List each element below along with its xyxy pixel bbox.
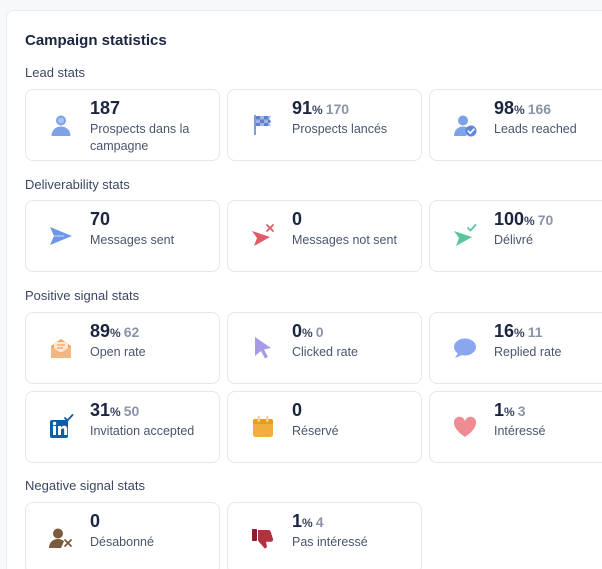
card-sent-value: 70 [90, 209, 111, 229]
card-reserve-label: Réservé [292, 424, 339, 438]
section-title-positive: Positive signal stats [25, 288, 140, 303]
card-replied-rate: 16% 11 Replied rate [429, 312, 602, 384]
card-not-interested-value: 1% 4 [292, 511, 324, 531]
user-remove-icon [48, 525, 74, 551]
card-delivered-value: 100% 70 [494, 209, 554, 229]
card-not-sent-value: 0 [292, 209, 303, 229]
card-not-sent-label: Messages not sent [292, 233, 397, 247]
card-reserve: 0 Réservé [227, 391, 422, 463]
card-invitation-accepted: 31% 50 Invitation accepted [25, 391, 220, 463]
section-title-deliverability: Deliverability stats [25, 177, 130, 192]
card-open-rate-label: Open rate [90, 345, 146, 359]
thumbs-down-icon [250, 525, 276, 551]
open-mail-icon [48, 335, 74, 361]
card-open-rate-value: 89% 62 [90, 321, 140, 341]
card-prospects-value: 187 [90, 98, 121, 118]
send-icon [48, 223, 74, 249]
card-clicked-rate: 0% 0 Clicked rate [227, 312, 422, 384]
flag-icon [250, 112, 276, 138]
card-unsubscribed: 0 Désabonné [25, 502, 220, 569]
page-title: Campaign statistics [25, 32, 167, 49]
card-clicked-rate-value: 0% 0 [292, 321, 324, 341]
send-failed-icon [250, 223, 276, 249]
card-interested-label: Intéressé [494, 424, 546, 438]
card-unsubscribed-value: 0 [90, 511, 101, 531]
cursor-icon [250, 335, 276, 361]
card-replied-rate-label: Replied rate [494, 345, 562, 359]
card-not-interested: 1% 4 Pas intéressé [227, 502, 422, 569]
card-reached: 98% 166 Leads reached [429, 89, 602, 161]
card-unsubscribed-label: Désabonné [90, 535, 154, 549]
card-invitation-accepted-label: Invitation accepted [90, 424, 195, 438]
card-clicked-rate-label: Clicked rate [292, 345, 358, 359]
card-sent-label: Messages sent [90, 233, 175, 247]
card-launched-value: 91% 170 [292, 98, 350, 118]
chat-bubble-icon [452, 335, 478, 361]
card-not-interested-label: Pas intéressé [292, 535, 368, 549]
card-reached-label: Leads reached [494, 122, 577, 136]
send-check-icon [452, 223, 478, 249]
card-prospects-label: Prospects dans la campagne [90, 122, 190, 153]
heart-icon [452, 414, 478, 440]
section-title-negative: Negative signal stats [25, 478, 145, 493]
campaign-statistics-panel: Campaign statistics Lead stats 187 Prosp… [6, 10, 602, 569]
card-launched: 91% 170 Prospects lancés [227, 89, 422, 161]
card-replied-rate-value: 16% 11 [494, 321, 543, 341]
card-prospects: 187 Prospects dans la campagne [25, 89, 220, 161]
card-delivered: 100% 70 Délivré [429, 200, 602, 272]
card-reached-value: 98% 166 [494, 98, 552, 118]
calendar-icon [250, 414, 276, 440]
section-title-lead: Lead stats [25, 65, 85, 80]
card-interested-value: 1% 3 [494, 400, 526, 420]
card-delivered-label: Délivré [494, 233, 533, 247]
card-interested: 1% 3 Intéressé [429, 391, 602, 463]
card-launched-label: Prospects lancés [292, 122, 388, 136]
user-check-icon [452, 112, 478, 138]
card-reserve-value: 0 [292, 400, 303, 420]
user-icon [48, 112, 74, 138]
linkedin-check-icon [48, 414, 74, 440]
card-invitation-accepted-value: 31% 50 [90, 400, 140, 420]
card-open-rate: 89% 62 Open rate [25, 312, 220, 384]
card-sent: 70 Messages sent [25, 200, 220, 272]
card-not-sent: 0 Messages not sent [227, 200, 422, 272]
